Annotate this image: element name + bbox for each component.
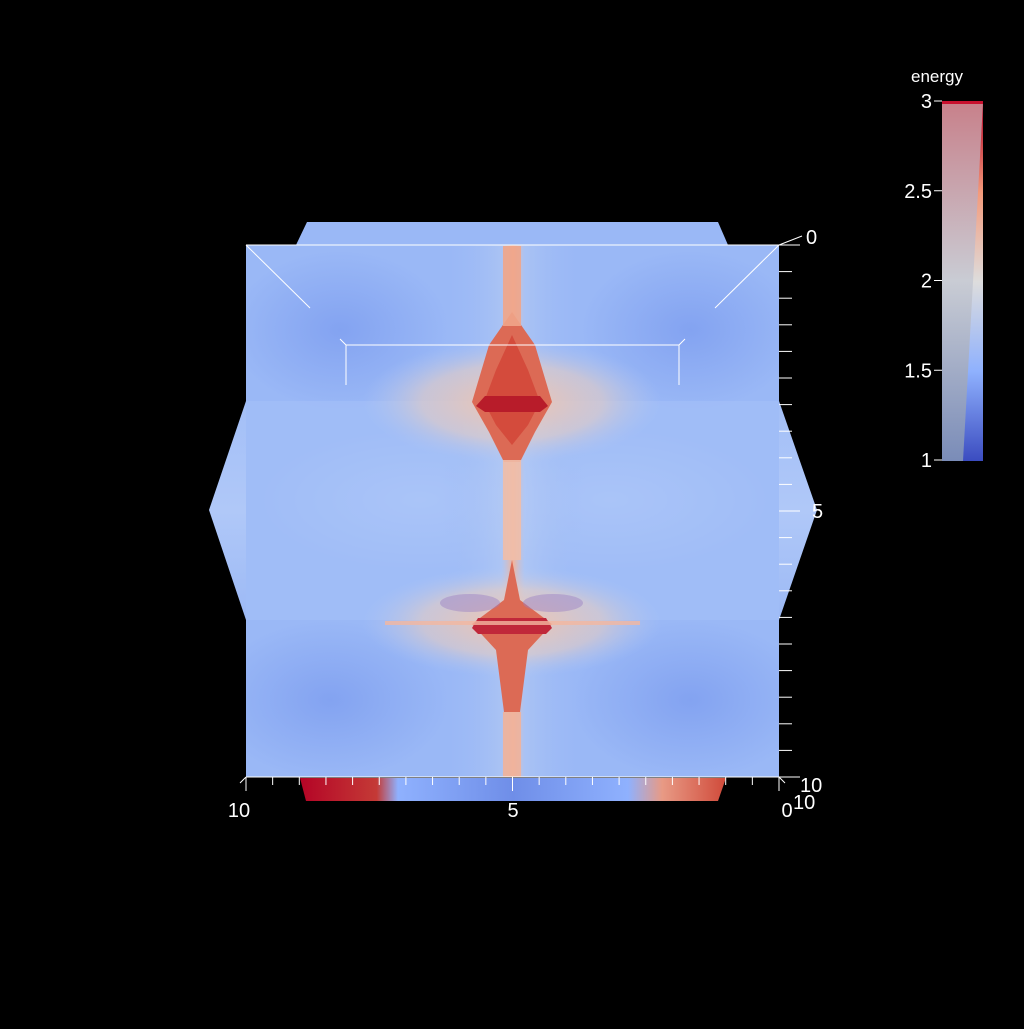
- x-axis-ticks: [245, 777, 780, 791]
- colorbar-title: energy: [911, 67, 963, 86]
- z-axis-label-bottom: 10: [800, 775, 822, 797]
- y-axis-label-top: 0: [806, 227, 817, 249]
- colorbar-tick-label: 1: [921, 450, 932, 472]
- colorbar-tick-label: 1.5: [904, 360, 932, 382]
- z-axis-label-side: 10: [793, 792, 815, 814]
- colorbar-tick-label: 3: [921, 91, 932, 113]
- y-axis-label-mid: 5: [812, 501, 823, 523]
- colorbar-ticks: 3 2.5 2 1.5 1: [904, 91, 942, 472]
- colorbar-ramp: [963, 103, 983, 461]
- volume-front-face: [246, 245, 779, 777]
- x-axis-label-right: 0: [781, 800, 792, 822]
- y-axis-ticks: [779, 244, 800, 778]
- x-axis-label-mid: 5: [507, 800, 518, 822]
- colorbar-top-edge: [942, 101, 983, 104]
- colorbar-tick-label: 2: [921, 271, 932, 293]
- colorbar: energy 3 2.5 2 1.5 1: [904, 67, 983, 472]
- x-axis-label-left: 10: [228, 800, 250, 822]
- colorbar-tick-label: 2.5: [904, 181, 932, 203]
